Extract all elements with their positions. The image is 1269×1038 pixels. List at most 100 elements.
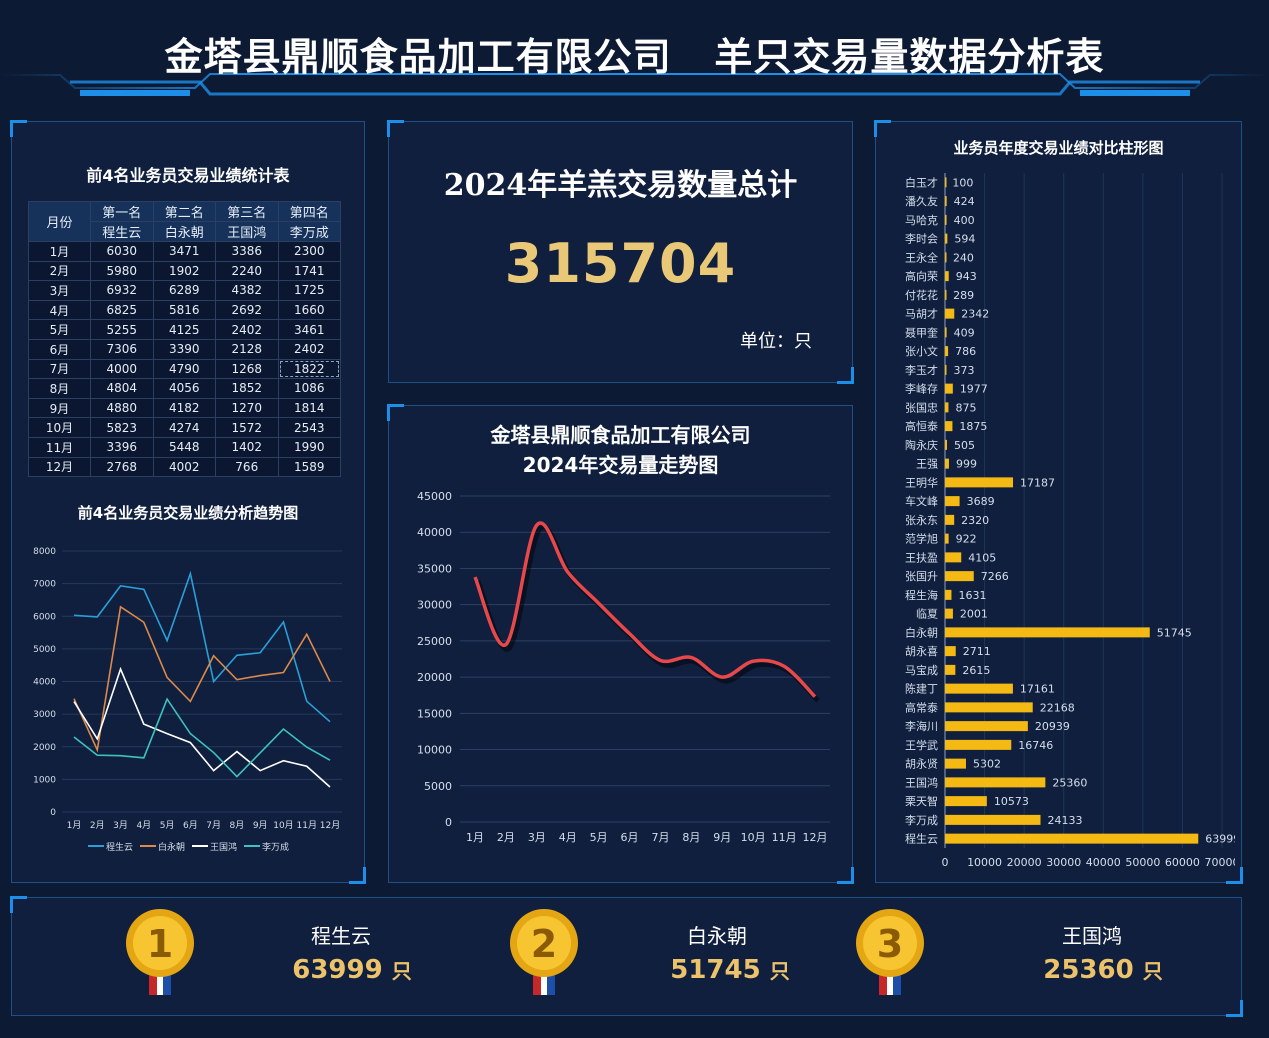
value-cell: 6825 (90, 299, 154, 321)
bar (945, 646, 956, 657)
x-tick-label: 7月 (651, 831, 669, 844)
month-cell: 7月 (28, 358, 91, 380)
data-label: 409 (954, 326, 975, 339)
value-cell: 2128 (215, 338, 279, 360)
bar (945, 721, 1028, 732)
medal-third: 3 (853, 905, 927, 1001)
rank-value-wrap: 51745 只 (640, 955, 820, 985)
y-tick-label: 4000 (33, 678, 56, 688)
y-tick-label: 王明华 (905, 475, 938, 489)
left-chart-title: 前4名业务员交易业绩分析趋势图 (77, 504, 299, 522)
bar (945, 439, 947, 450)
bar (945, 346, 949, 357)
x-tick-label: 11月 (297, 820, 317, 831)
data-label: 289 (953, 289, 974, 302)
data-label: 24133 (1047, 814, 1082, 827)
value-cell: 1741 (277, 260, 341, 282)
y-tick-label: 0 (50, 808, 56, 818)
x-tick-label: 5月 (160, 820, 175, 831)
legend-label: 白永朝 (158, 841, 185, 853)
value-cell: 4790 (152, 358, 216, 380)
value-cell: 4002 (152, 456, 216, 478)
y-tick-label: 马宝成 (905, 663, 938, 677)
value-cell: 4382 (215, 280, 279, 301)
data-label: 400 (954, 214, 975, 227)
x-tick-label: 70000 (1205, 856, 1236, 869)
x-tick-label: 3月 (528, 831, 546, 844)
table-row: 11月 3396 5448 1402 1990 (28, 436, 341, 458)
y-tick-label: 2000 (33, 743, 56, 753)
x-tick-label: 9月 (713, 831, 731, 844)
page-title: 金塔县鼎顺食品加工有限公司 羊只交易量数据分析表 (164, 35, 1105, 79)
y-tick-label: 高向荣 (905, 269, 938, 283)
y-tick-label: 8000 (33, 547, 56, 557)
value-cell: 1814 (277, 397, 341, 419)
month-cell: 5月 (28, 319, 91, 340)
table-row: 1月 6030 3471 3386 2300 (28, 241, 341, 262)
stats-table: 月份 第一名 第二名 第三名 第四名 程生云 白永朝 王国鸿 李万成 1月 603… (28, 201, 341, 478)
y-tick-label: 胡永喜 (905, 644, 938, 658)
performance-trend-chart: 0 1000 2000 3000 4000 5000 6000 7000 8000 1月 2月 3月 4… (33, 547, 342, 853)
x-tick-label: 30000 (1046, 856, 1081, 869)
bar (945, 289, 947, 300)
y-tick-label: 李峰存 (905, 382, 938, 396)
x-tick-label: 50000 (1125, 856, 1160, 869)
bar (945, 552, 962, 563)
x-tick-label: 12月 (320, 820, 340, 831)
y-tick-label: 张国忠 (905, 401, 938, 414)
month-cell: 8月 (28, 378, 91, 399)
data-label: 424 (954, 195, 975, 208)
rank-label: 第一名 (90, 201, 154, 222)
y-tick-label: 车文峰 (905, 494, 938, 508)
x-tick-label: 11月 (772, 831, 797, 844)
y-tick-label: 李万成 (905, 813, 938, 827)
table-row: 12月 2768 4002 766 1589 (28, 456, 341, 478)
y-tick-label: 张小文 (905, 344, 938, 358)
right-panel (874, 120, 1243, 884)
legend-label: 程生云 (106, 841, 133, 853)
salesperson-bar-chart: 0 10000 20000 30000 40000 50000 60000 70000 白玉才 1… (905, 173, 1236, 869)
value-cell: 4125 (152, 319, 216, 340)
medal-number: 1 (147, 922, 173, 966)
table-row: 7月 4000 4790 1268 1822 (28, 358, 341, 380)
value-cell: 3461 (277, 319, 341, 340)
data-label: 5302 (973, 758, 1001, 771)
y-tick-label: 张永东 (905, 513, 938, 527)
series-line (73, 605, 331, 753)
table-row: 2月 5980 1902 2240 1741 (28, 260, 341, 282)
x-tick-label: 40000 (1086, 856, 1121, 869)
y-tick-label: 高常泰 (905, 700, 938, 714)
y-tick-label: 马胡才 (905, 307, 938, 321)
data-label: 17187 (1020, 476, 1055, 489)
y-tick-label: 白玉才 (905, 175, 938, 189)
bar (945, 458, 949, 469)
bar-chart-title: 业务员年度交易业绩对比柱形图 (953, 139, 1164, 157)
table-title: 前4名业务员交易业绩统计表 (86, 166, 290, 185)
x-tick-label: 60000 (1165, 856, 1200, 869)
bar (945, 214, 947, 225)
x-tick-label: 1月 (67, 820, 82, 831)
table-row: 4月 6825 5816 2692 1660 (28, 299, 341, 321)
value-cell: 5823 (90, 417, 154, 438)
data-label: 505 (954, 439, 975, 452)
bar (945, 196, 947, 207)
medal-icon: 1 (126, 909, 194, 995)
y-tick-label: 15000 (417, 707, 452, 720)
y-tick-label: 程生云 (905, 832, 938, 846)
bar (945, 571, 974, 582)
x-tick-label: 1月 (466, 831, 484, 844)
value-cell: 1589 (277, 456, 341, 478)
y-tick-label: 0 (445, 816, 452, 829)
value-cell: 1086 (277, 378, 341, 399)
value-cell: 5816 (152, 299, 216, 321)
data-label: 922 (956, 533, 977, 546)
total-value: 315704 (504, 232, 737, 295)
data-label: 373 (953, 364, 974, 377)
data-label: 7266 (981, 570, 1009, 583)
trend-panel (387, 404, 854, 884)
legend-label: 李万成 (262, 841, 289, 853)
yearly-trend-chart: 0 5000 10000 15000 20000 25000 30000 35000 40000… (417, 490, 830, 844)
y-tick-label: 马哈克 (905, 214, 938, 227)
y-tick-label: 王强 (916, 458, 938, 471)
y-tick-label: 35000 (417, 562, 452, 575)
